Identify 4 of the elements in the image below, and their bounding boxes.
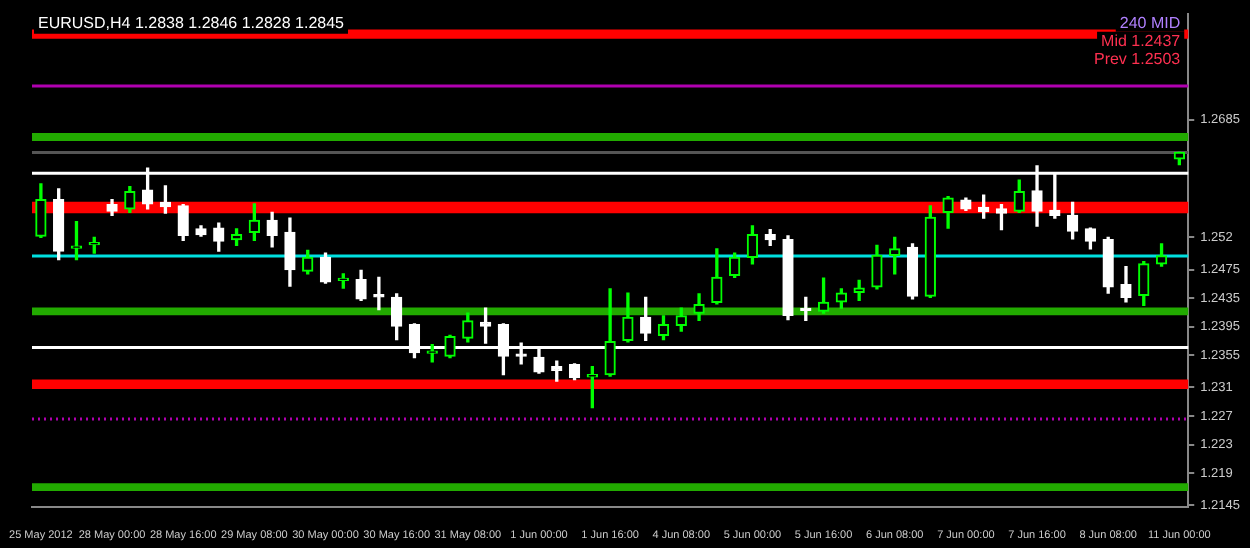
annotation: 240 MID [1119,14,1181,33]
annotation: Mid 1.2437 [1101,32,1182,51]
annotation: Prev 1.2503 [1093,50,1182,69]
chart-title: EURUSD,H4 1.2838 1.2846 1.2828 1.2845 [38,14,346,33]
